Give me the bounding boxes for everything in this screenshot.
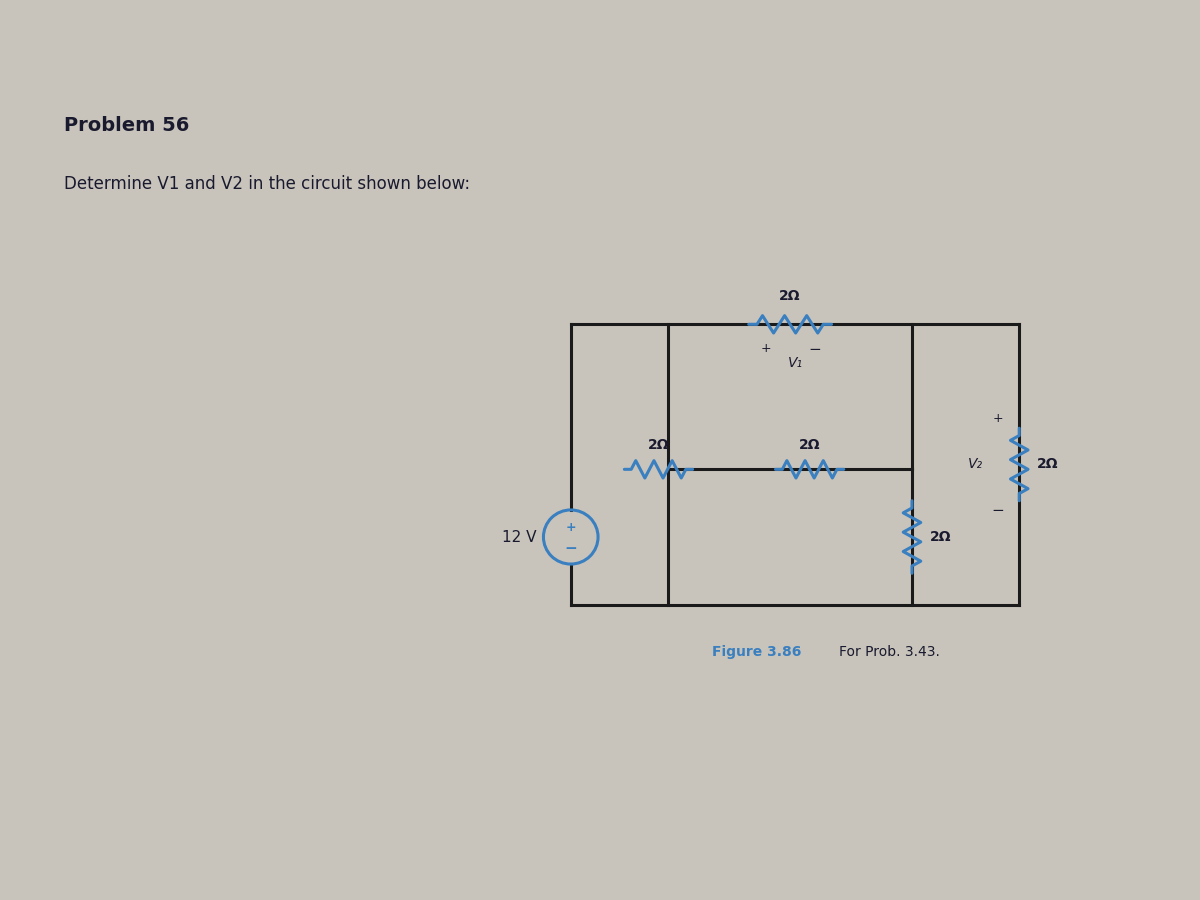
- Text: 2Ω: 2Ω: [648, 438, 670, 452]
- Text: 12 V: 12 V: [502, 529, 536, 544]
- Text: 2Ω: 2Ω: [799, 438, 821, 452]
- Text: 2Ω: 2Ω: [779, 289, 800, 303]
- Text: V₂: V₂: [968, 457, 983, 472]
- Text: −: −: [991, 503, 1004, 518]
- Text: +: +: [992, 411, 1003, 425]
- Text: +: +: [565, 521, 576, 534]
- Text: −: −: [564, 541, 577, 556]
- Text: For Prob. 3.43.: For Prob. 3.43.: [839, 645, 940, 660]
- Text: −: −: [808, 342, 821, 356]
- Text: Problem 56: Problem 56: [64, 116, 190, 135]
- Text: Determine V1 and V2 in the circuit shown below:: Determine V1 and V2 in the circuit shown…: [64, 175, 470, 193]
- Text: 2Ω: 2Ω: [1037, 457, 1058, 472]
- Text: V₁: V₁: [787, 356, 803, 370]
- Text: Figure 3.86: Figure 3.86: [712, 645, 802, 660]
- Text: +: +: [761, 342, 772, 355]
- Text: 2Ω: 2Ω: [930, 530, 952, 544]
